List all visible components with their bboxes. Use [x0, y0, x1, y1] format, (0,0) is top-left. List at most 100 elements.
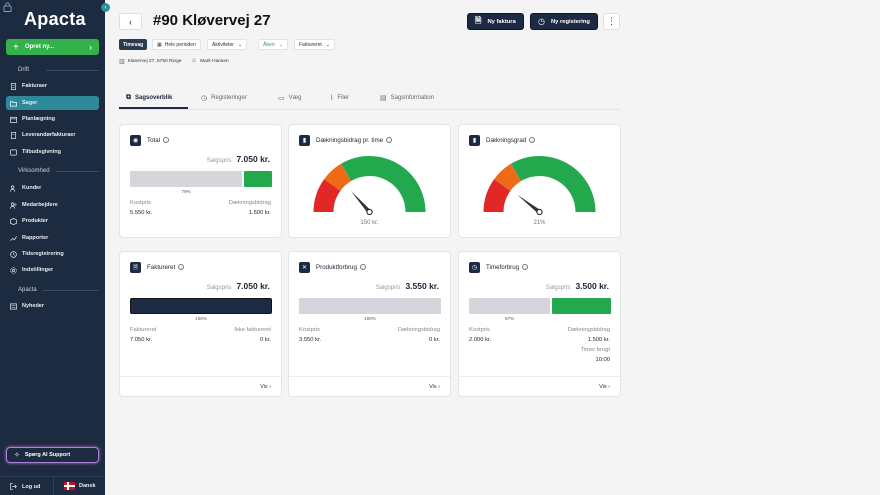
invoiced-card: 🗎 Faktureret i Salgspris 7.050 kr. 100% Fa… — [119, 251, 282, 397]
tab-sagsinformation[interactable]: ▤ Sagsinformation — [380, 92, 434, 104]
card-footer: Vis › — [120, 376, 281, 396]
margin-value: 1.500 kr. — [248, 210, 271, 216]
sidebar-item-label: Planlægning — [22, 116, 55, 122]
cost-value: 2.000 kr. — [469, 337, 492, 343]
back-button[interactable]: ‹ — [119, 13, 142, 30]
sidebar-item-label: Indstillinger — [22, 267, 54, 273]
language-selector[interactable]: Dansk — [64, 482, 96, 490]
tabs-divider — [119, 109, 620, 110]
cost-margin-bar — [469, 298, 611, 314]
cost-segment — [130, 171, 243, 187]
sidebar-item-tilbudsgivning[interactable]: Tilbudsgivning — [6, 145, 99, 159]
sales-price-value: 3.500 kr. — [575, 281, 609, 291]
invoice-icon: 🗎 — [475, 15, 482, 25]
gauge-segment — [313, 179, 341, 212]
info-icon[interactable]: i — [386, 137, 393, 144]
sidebar-item-leverandorfakturaer[interactable]: Leverandørfakturaer — [6, 128, 99, 142]
news-icon — [10, 303, 17, 309]
activities-filter[interactable]: Aktiviteter ⌄ — [207, 39, 248, 50]
info-icon[interactable]: i — [529, 137, 536, 144]
section-title-apacta: Apacta — [18, 287, 37, 293]
hours-used-label: Timer brugt — [580, 347, 610, 353]
card-title-text: Dækningsgrad — [486, 137, 527, 144]
chevron-down-icon: ⌄ — [237, 41, 243, 48]
gauge-value: 150 kr. — [360, 220, 379, 226]
gauge-hub — [366, 208, 373, 215]
percent-label: 57% — [504, 316, 514, 321]
chevron-right-icon: › — [438, 384, 440, 390]
sidebar-item-produkter[interactable]: Produkter — [6, 214, 99, 228]
info-icon[interactable]: i — [359, 264, 366, 271]
sidebar-item-sager[interactable]: Sager — [6, 96, 99, 110]
sidebar-item-label: Produkter — [22, 218, 48, 224]
clock-icon: ◷ — [201, 95, 208, 102]
info-icon[interactable]: i — [163, 137, 170, 144]
margin-rate-gauge — [483, 156, 596, 215]
section-divider — [56, 171, 99, 172]
sidebar-item-rapporter[interactable]: Rapporter — [6, 231, 99, 245]
reports-icon — [10, 235, 17, 241]
info-icon[interactable]: i — [522, 264, 529, 271]
card-title: Produktforbrug i — [316, 264, 366, 271]
tab-label: Filer — [337, 95, 350, 101]
cost-label: Kostpris — [299, 327, 320, 333]
info-icon[interactable]: i — [178, 264, 185, 271]
sidebar-item-tidsregistrering[interactable]: Tidsregistrering — [6, 247, 99, 261]
margin-rate-card: ▮ Dækningsgrad i 21% — [458, 124, 621, 238]
person-text: Mark Hansen — [200, 58, 229, 64]
address-text: Kløvervej 27, 5750 Ringe — [127, 59, 182, 64]
app-logo: Apacta — [24, 9, 86, 29]
invoiced-label: Faktureret — [130, 327, 157, 333]
ai-support-button[interactable]: ✧ Spørg AI Support — [6, 447, 99, 463]
sales-price-label: Salgspris — [206, 158, 232, 164]
card-footer: Vis › — [459, 376, 620, 396]
sales-price-value: 7.050 kr. — [236, 281, 270, 291]
tab-label: Sagsoverblik — [135, 95, 173, 101]
sales-price-value: 3.550 kr. — [405, 281, 439, 291]
tab-vaeg[interactable]: ▭ Væg — [278, 92, 301, 104]
building-icon: ▥ — [119, 59, 125, 65]
logout-button[interactable]: Log ud — [10, 483, 40, 490]
view-link[interactable]: Vis › — [429, 384, 440, 390]
tab-filer[interactable]: ⌇ Filer — [330, 92, 349, 104]
new-registration-button[interactable]: ◷ Ny registering — [530, 13, 598, 30]
collapse-sidebar-icon[interactable]: ‹ — [101, 3, 110, 12]
more-options-button[interactable]: ⋮ — [603, 13, 620, 30]
chevron-down-icon: ⌄ — [278, 41, 283, 48]
document-icon: ▤ — [380, 95, 387, 102]
sidebar-item-label: Sager — [22, 100, 38, 106]
period-filter[interactable]: ▦ Hele perioden — [152, 39, 201, 50]
tab-label: Væg — [288, 95, 302, 101]
card-title: Total i — [147, 137, 170, 144]
new-invoice-button[interactable]: 🗎 Ny faktura — [467, 13, 524, 30]
sales-price-label: Salgspris — [545, 285, 571, 291]
sidebar-item-label: Nyheder — [22, 303, 45, 309]
gear-icon — [10, 266, 17, 274]
tab-registeringer[interactable]: ◷ Registeringer — [201, 92, 247, 104]
sidebar-item-nyheder[interactable]: Nyheder — [6, 299, 99, 313]
sidebar-item-kunder[interactable]: Kunder — [6, 181, 99, 195]
products-icon — [10, 217, 17, 225]
bar-chart-icon: ▮ — [469, 135, 480, 146]
chevron-right-icon: › — [89, 42, 92, 52]
sales-price-label: Salgspris — [375, 285, 401, 291]
view-link[interactable]: Vis › — [599, 384, 610, 390]
period-label: Hele perioden — [164, 41, 196, 48]
sidebar-item-medarbejdere[interactable]: Medarbejdere — [6, 198, 99, 212]
ai-support-label: Spørg AI Support — [24, 452, 71, 458]
create-new-button[interactable]: + Opret ny... › — [6, 39, 99, 55]
cost-label: Kostpris — [469, 327, 490, 333]
view-link-label: Vis — [260, 384, 268, 390]
tab-sagsoverblik[interactable]: ⧉ Sagsoverblik — [126, 92, 172, 104]
invoiced-label: Faktureret — [299, 41, 322, 48]
chevron-right-icon: › — [269, 384, 271, 390]
card-title: Dækningsgrad i — [486, 137, 536, 144]
coin-icon: ◉ — [130, 135, 141, 146]
view-link[interactable]: Vis › — [260, 384, 271, 390]
status-filter[interactable]: Åben ⌄ — [258, 39, 288, 50]
invoiced-filter[interactable]: Faktureret ⌄ — [294, 39, 335, 50]
sidebar-item-planlaegning[interactable]: Planlægning — [6, 112, 99, 126]
sidebar-item-indstillinger[interactable]: Indstillinger — [6, 263, 99, 277]
chevron-down-icon: ⌄ — [325, 41, 330, 48]
sidebar-item-fakturaer[interactable]: Fakturaer — [6, 79, 99, 93]
